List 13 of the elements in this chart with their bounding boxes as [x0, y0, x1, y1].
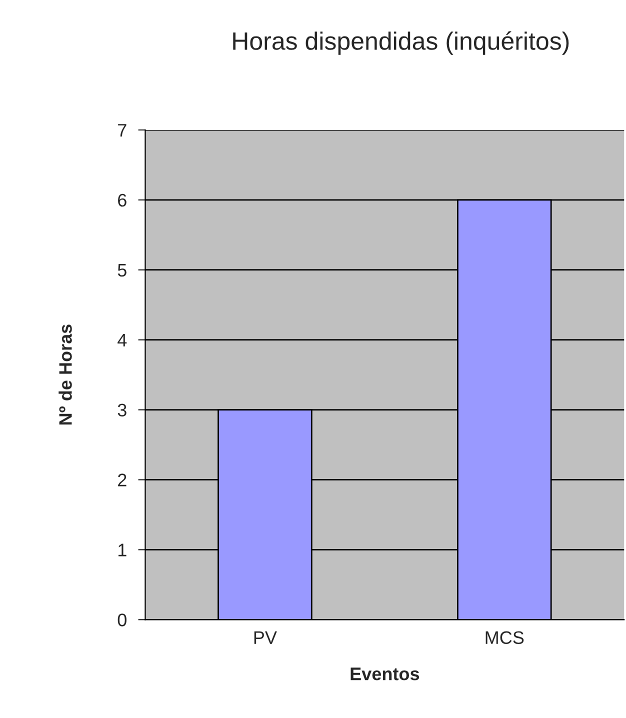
x-tick-label: PV — [254, 631, 277, 644]
y-tick-label: 0 — [118, 614, 126, 626]
y-tick-label: 5 — [118, 264, 126, 277]
y-tick-label: 7 — [118, 124, 126, 136]
y-tick-label: 1 — [118, 544, 126, 556]
x-axis-title: Eventos — [350, 668, 420, 680]
y-tick-label: 3 — [118, 404, 126, 416]
y-axis-title: Nº de Horas — [58, 324, 72, 425]
x-tick-label: MCS — [486, 631, 524, 644]
y-tick-label: 6 — [118, 194, 126, 207]
y-tick-label: 2 — [118, 474, 126, 486]
y-tick-label: 4 — [118, 334, 127, 346]
chart-title: Horas dispendidas (inquéritos) — [233, 31, 569, 55]
